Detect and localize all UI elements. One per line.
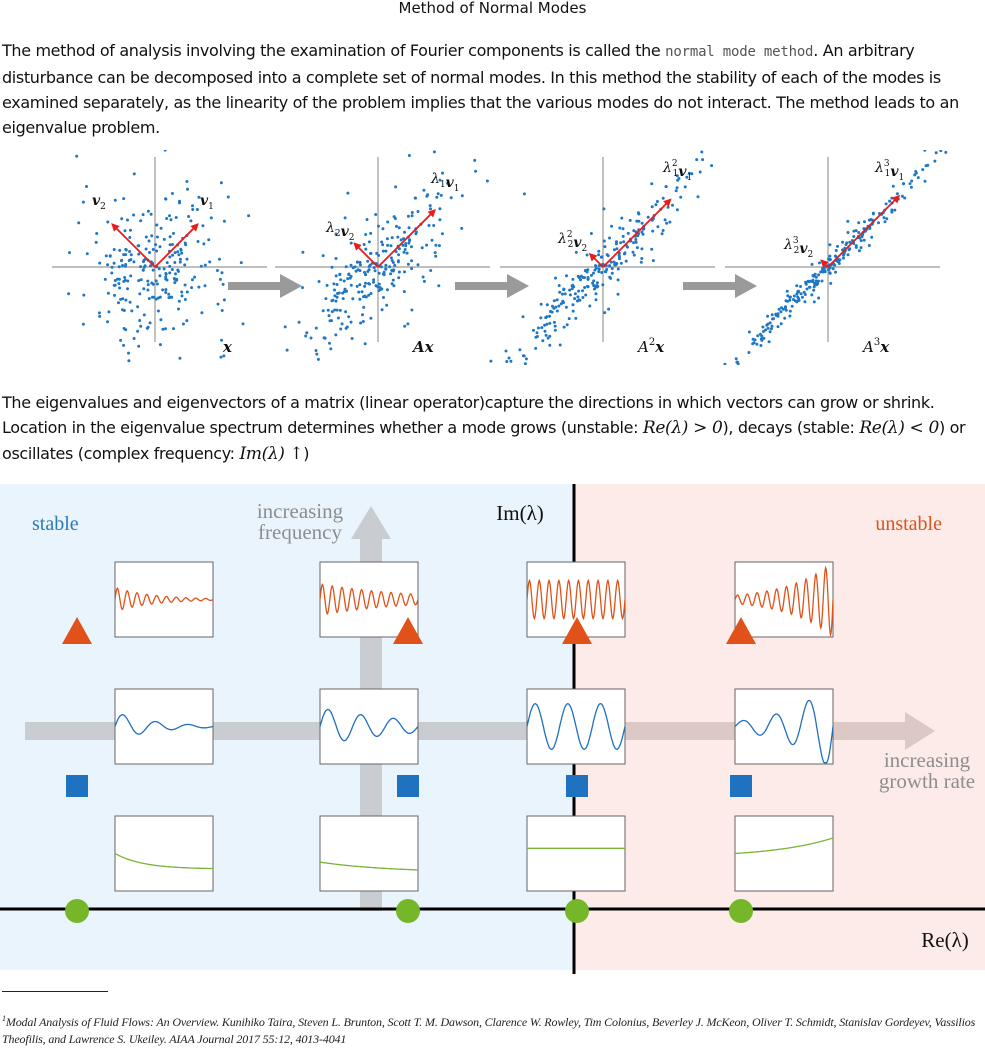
non-oscillating-mode-box <box>114 815 214 892</box>
explain-text-2: ), decays (stable: <box>722 418 860 437</box>
growth-label-line1: increasing <box>884 748 971 772</box>
eigenvalue-circle <box>729 899 753 923</box>
eigenvalue-circle <box>396 899 420 923</box>
v1-label: λ1v1 <box>430 171 459 194</box>
growth-arrow-shaft-stable <box>25 722 575 740</box>
frequency-label-line2: frequency <box>258 520 342 544</box>
osc-c01 <box>115 714 213 735</box>
osc-c00 <box>115 587 213 611</box>
eigenvalue-circle <box>565 899 589 923</box>
explain-text-1: The eigenvalues and eigenvectors of a ma… <box>2 393 935 437</box>
osc-c12 <box>320 861 418 871</box>
point-cloud <box>67 150 305 363</box>
eigenvector-v1 <box>154 223 199 268</box>
frequency-arrow-head <box>351 506 391 539</box>
footnote: 1Modal Analysis of Fluid Flows: An Overv… <box>2 1010 977 1048</box>
panel-bottom-label: x <box>222 338 233 356</box>
osc-c32 <box>735 837 833 855</box>
eigenvector-figure: v1 v2 x λ1v1 λ2v2 Ax λ2 1v1 λ2 2v2 A2x λ3 1v1 λ3 2v2 A3… <box>52 150 948 365</box>
osc-c10 <box>320 583 418 615</box>
v1-label: v1 <box>200 193 214 212</box>
eigenvalue-triangle <box>726 617 756 644</box>
eigenvalue-triangle <box>62 617 92 644</box>
panel-bottom-label: Ax <box>411 338 435 356</box>
eigen-panel-4: λ3 1v1 λ3 2v2 A3x <box>723 150 948 365</box>
osc-c21 <box>527 703 625 750</box>
eigenvalue-spectrum-figure: stable unstable increasing frequency inc… <box>0 484 985 974</box>
stable-condition: Re(λ) < 0 <box>859 418 939 438</box>
eigenvalue-square <box>566 775 588 797</box>
osc-c31 <box>735 699 833 764</box>
real-axis-label: Re(λ) <box>921 928 969 952</box>
panel-bottom-label: A2x <box>636 337 665 356</box>
unstable-label: unstable <box>875 513 942 535</box>
footnote-rule <box>2 991 108 992</box>
eigen-panel-1: v1 v2 x <box>52 150 305 363</box>
footnote-text: Modal Analysis of Fluid Flows: An Overvi… <box>2 1015 976 1046</box>
osc-c20 <box>527 578 625 621</box>
v2-label: λ2 2v2 <box>557 230 587 254</box>
eigenvalue-square <box>730 775 752 797</box>
eigenvalue-square <box>397 775 419 797</box>
v1-label: λ3 1v1 <box>874 159 904 183</box>
explain-paragraph: The eigenvalues and eigenvectors of a ma… <box>2 390 982 467</box>
panel-bottom-label: A3x <box>861 337 890 356</box>
non-oscillating-mode-box <box>734 815 834 892</box>
intro-paragraph: The method of analysis involving the exa… <box>2 38 982 140</box>
normal-mode-method-code: normal mode method <box>665 44 814 60</box>
intro-text-before: The method of analysis involving the exa… <box>2 41 666 60</box>
growth-arrow-head <box>905 712 935 750</box>
v2-label: λ2v2 <box>325 220 354 243</box>
eigenvector-v1 <box>602 198 672 268</box>
page-title: Method of Normal Modes <box>398 0 587 17</box>
point-cloud <box>283 150 526 361</box>
frequency-label-line1: increasing <box>257 499 344 523</box>
eigenvalue-circle <box>65 899 89 923</box>
non-oscillating-mode-box <box>319 815 419 892</box>
eigen-panel-2: λ1v1 λ2v2 Ax <box>275 150 526 361</box>
growth-label-line2: growth rate <box>879 769 975 793</box>
eigenvalue-square <box>66 775 88 797</box>
eigenvector-v2 <box>588 252 604 268</box>
v2-label: λ3 2v2 <box>783 236 813 260</box>
v1-label: λ2 1v1 <box>662 159 692 183</box>
explain-text-3: ) or oscillates (complex frequency: <box>2 418 966 463</box>
point-cloud <box>723 150 948 365</box>
eigenvalue-triangle <box>393 617 423 644</box>
eigen-panel-3: λ2 1v1 λ2 2v2 A2x <box>489 150 715 365</box>
non-oscillating-mode-box <box>526 815 626 892</box>
osc-c02 <box>115 852 213 870</box>
v2-label: v2 <box>92 193 106 212</box>
stable-label: stable <box>32 513 79 535</box>
eigenvector-v2 <box>820 259 829 268</box>
imaginary-axis-label: Im(λ) <box>496 501 544 525</box>
intro-text-after: . An arbitrary disturbance can be decomp… <box>2 41 959 137</box>
footnote-marker: 1 <box>2 1014 6 1023</box>
eigenvector-v1 <box>377 209 436 268</box>
up-arrow-icon: ↑ <box>289 444 304 464</box>
oscillation-condition: Im(λ) <box>239 444 285 464</box>
osc-c11 <box>320 708 418 742</box>
eigenvector-v1 <box>827 194 901 268</box>
eigenvector-v2 <box>353 242 379 268</box>
eigenvalue-triangle <box>562 617 592 644</box>
explain-text-4: ) <box>303 444 310 463</box>
eigenvector-v2 <box>111 223 156 268</box>
unstable-condition: Re(λ) > 0 <box>642 418 723 438</box>
osc-c30 <box>735 565 833 637</box>
